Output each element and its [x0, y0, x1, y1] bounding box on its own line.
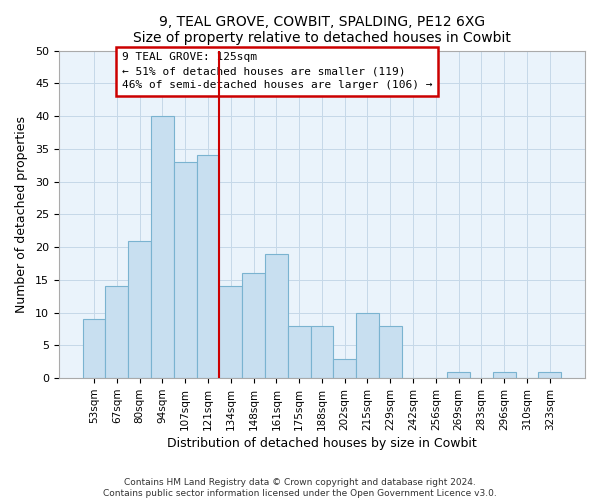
Bar — [288, 326, 311, 378]
Bar — [493, 372, 515, 378]
Bar — [151, 116, 174, 378]
Bar — [447, 372, 470, 378]
Bar — [538, 372, 561, 378]
Bar — [174, 162, 197, 378]
Bar — [128, 240, 151, 378]
Text: Contains HM Land Registry data © Crown copyright and database right 2024.
Contai: Contains HM Land Registry data © Crown c… — [103, 478, 497, 498]
Title: 9, TEAL GROVE, COWBIT, SPALDING, PE12 6XG
Size of property relative to detached : 9, TEAL GROVE, COWBIT, SPALDING, PE12 6X… — [133, 15, 511, 45]
Bar — [83, 319, 106, 378]
Bar — [379, 326, 401, 378]
Bar — [220, 286, 242, 378]
Bar — [311, 326, 333, 378]
Bar — [242, 274, 265, 378]
Text: 9 TEAL GROVE: 125sqm
← 51% of detached houses are smaller (119)
46% of semi-deta: 9 TEAL GROVE: 125sqm ← 51% of detached h… — [122, 52, 433, 90]
Bar — [333, 358, 356, 378]
Bar — [106, 286, 128, 378]
Bar — [356, 312, 379, 378]
Y-axis label: Number of detached properties: Number of detached properties — [15, 116, 28, 313]
X-axis label: Distribution of detached houses by size in Cowbit: Distribution of detached houses by size … — [167, 437, 477, 450]
Bar — [197, 156, 220, 378]
Bar — [265, 254, 288, 378]
